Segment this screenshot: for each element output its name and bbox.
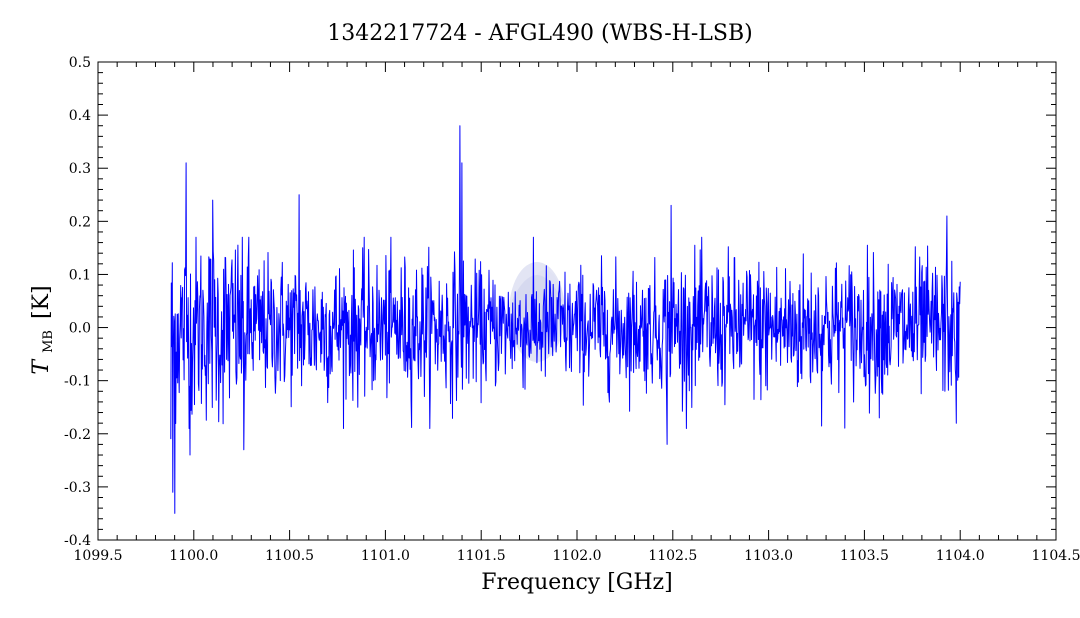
y-tick-label: 0.0 <box>69 321 91 337</box>
x-tick-label: 1104.0 <box>936 548 985 564</box>
x-axis-label: Frequency [GHz] <box>481 570 673 595</box>
x-tick-label: 1101.0 <box>361 548 410 564</box>
x-tick-label: 1103.0 <box>744 548 793 564</box>
y-tick-label: -0.1 <box>64 374 91 390</box>
spectrum-series-line <box>170 125 961 514</box>
y-tick-label: 0.5 <box>69 55 91 71</box>
svg-text:T MB [K]: T MB [K] <box>29 285 58 374</box>
x-tick-label: 1104.5 <box>1032 548 1080 564</box>
y-tick-label: 0.2 <box>69 214 91 230</box>
x-tick-label: 1100.0 <box>169 548 218 564</box>
x-tick-label: 1102.5 <box>648 548 697 564</box>
y-axis-label-subscript: MB <box>41 330 56 353</box>
chart-title: 1342217724 - AFGL490 (WBS-H-LSB) <box>327 21 752 46</box>
y-tick-label: -0.2 <box>64 427 91 443</box>
plot-frame <box>97 61 1057 541</box>
y-axis-label: T MB [K] <box>29 285 58 374</box>
x-tick-label: 1103.5 <box>840 548 889 564</box>
x-tick-label: 1101.5 <box>457 548 506 564</box>
x-tick-label: 1099.5 <box>74 548 123 564</box>
y-tick-label: 0.4 <box>69 108 91 124</box>
x-tick-label: 1100.5 <box>265 548 314 564</box>
x-tick-label: 1102.0 <box>553 548 602 564</box>
y-axis-label-symbol: T <box>29 358 54 375</box>
y-tick-label: 0.1 <box>69 267 91 283</box>
y-axis-label-unit: [K] <box>29 285 54 319</box>
y-tick-label: -0.4 <box>64 533 91 549</box>
y-tick-label: 0.3 <box>69 161 91 177</box>
y-tick-label: -0.3 <box>64 480 91 496</box>
axis-tick-labels: 1099.5 1100.0 1100.5 1101.0 1101.5 1102.0 1102… <box>64 55 1080 564</box>
